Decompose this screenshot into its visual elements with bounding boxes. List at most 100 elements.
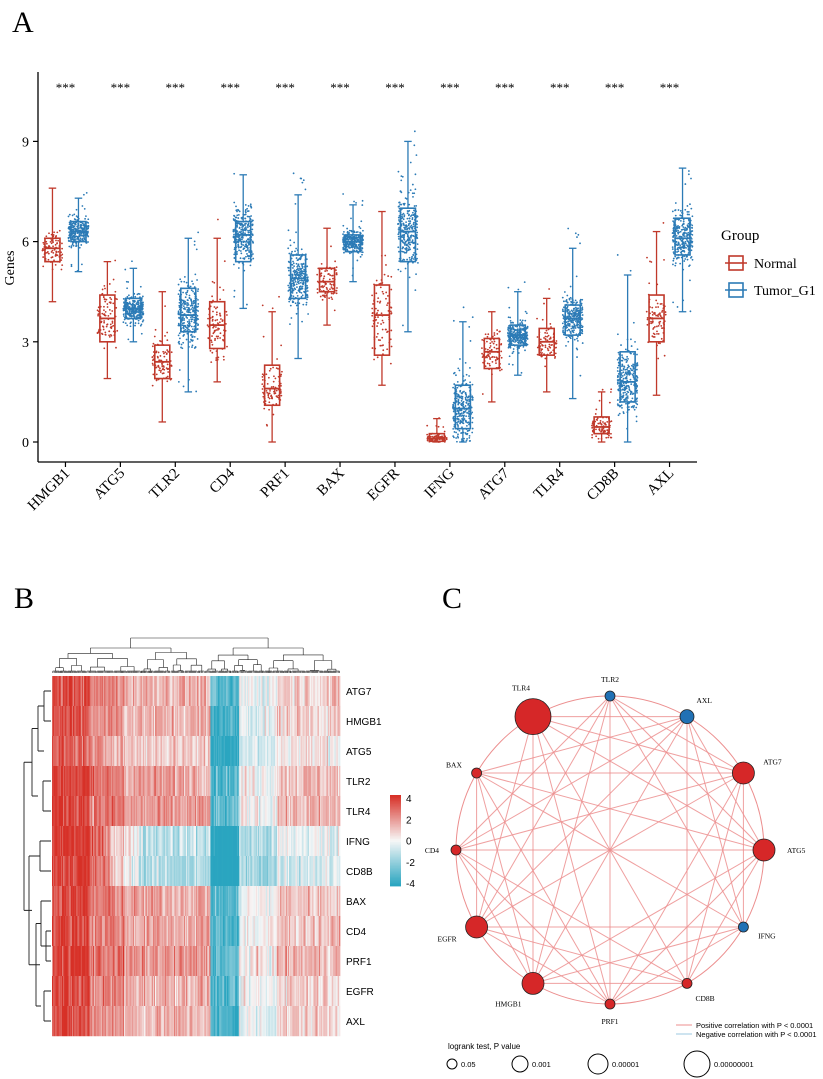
data-point xyxy=(562,327,565,329)
data-point xyxy=(453,436,455,439)
node-label-axl: AXL xyxy=(697,696,713,705)
data-point xyxy=(137,303,140,306)
data-point xyxy=(240,228,243,231)
data-point xyxy=(571,313,573,315)
data-point xyxy=(511,363,514,366)
data-point xyxy=(576,339,579,342)
data-point xyxy=(193,243,196,246)
data-point xyxy=(602,421,604,423)
data-point xyxy=(83,224,85,227)
data-point xyxy=(674,214,677,217)
data-point xyxy=(549,323,552,325)
data-point xyxy=(544,357,547,360)
data-point xyxy=(290,317,293,319)
data-point xyxy=(295,312,298,315)
data-point xyxy=(524,319,527,322)
data-point xyxy=(217,327,220,330)
data-point xyxy=(624,348,627,351)
data-point xyxy=(565,336,568,339)
data-point xyxy=(104,331,107,334)
data-point xyxy=(106,323,109,326)
data-point xyxy=(317,267,320,270)
data-point xyxy=(342,241,345,244)
data-point xyxy=(324,283,327,286)
data-point xyxy=(214,319,217,322)
network-edge xyxy=(455,849,688,984)
data-point xyxy=(303,290,305,293)
data-point xyxy=(347,243,349,246)
data-point xyxy=(572,321,575,324)
data-point xyxy=(686,225,689,228)
data-point xyxy=(577,323,580,326)
data-point xyxy=(277,367,279,370)
data-point xyxy=(610,420,613,423)
data-point xyxy=(242,244,245,246)
data-point xyxy=(468,423,470,426)
data-point xyxy=(184,329,187,331)
data-point xyxy=(212,332,215,335)
data-point xyxy=(129,313,132,316)
data-point xyxy=(471,396,474,399)
data-point xyxy=(127,294,130,297)
data-point xyxy=(101,312,104,315)
data-point xyxy=(555,342,558,345)
data-point xyxy=(71,228,74,231)
data-point xyxy=(672,259,675,262)
heatmap-row-tlr2 xyxy=(52,766,341,797)
data-point xyxy=(53,259,55,262)
data-point xyxy=(247,205,250,207)
data-point xyxy=(464,405,467,407)
data-point xyxy=(161,364,164,366)
data-point xyxy=(401,175,404,178)
data-point xyxy=(68,234,71,237)
node-tlr4 xyxy=(514,698,552,735)
data-point xyxy=(110,298,113,301)
data-point xyxy=(302,270,305,273)
data-point xyxy=(616,403,619,406)
data-point xyxy=(414,289,417,292)
data-point xyxy=(375,336,378,338)
data-point xyxy=(196,328,199,330)
data-point xyxy=(353,200,355,203)
data-point xyxy=(166,331,169,334)
data-point xyxy=(361,242,364,245)
data-point xyxy=(632,392,635,395)
data-point xyxy=(298,272,301,274)
sig-label: *** xyxy=(495,80,515,95)
data-point xyxy=(525,312,528,315)
data-point xyxy=(546,332,549,335)
data-point xyxy=(178,317,181,319)
data-point xyxy=(191,335,194,338)
data-point xyxy=(42,241,45,244)
data-point xyxy=(319,273,322,275)
data-point xyxy=(167,371,170,373)
data-point xyxy=(408,209,411,212)
data-point xyxy=(650,322,653,325)
data-point xyxy=(677,256,680,259)
data-point xyxy=(688,213,690,216)
legend-negative: Negative correlation with P < 0.0001 xyxy=(696,1030,817,1039)
data-point xyxy=(197,288,200,290)
data-point xyxy=(184,300,187,303)
data-point xyxy=(361,199,364,202)
data-point xyxy=(500,368,503,371)
data-point xyxy=(412,247,415,249)
data-point xyxy=(616,382,619,385)
data-point xyxy=(566,294,569,297)
data-point xyxy=(277,394,280,397)
data-point xyxy=(509,319,512,322)
data-point xyxy=(403,214,406,217)
data-point xyxy=(361,236,364,239)
box-egfr-normal xyxy=(373,210,391,386)
data-point xyxy=(621,406,623,409)
data-point xyxy=(525,337,528,340)
data-point xyxy=(453,415,455,418)
data-point xyxy=(561,296,564,299)
data-point xyxy=(635,384,638,386)
data-point xyxy=(128,309,131,312)
scale-tick-label: 4 xyxy=(406,794,412,805)
data-point xyxy=(548,345,551,348)
data-point xyxy=(292,172,295,175)
data-point xyxy=(67,215,70,218)
data-point xyxy=(581,298,584,301)
